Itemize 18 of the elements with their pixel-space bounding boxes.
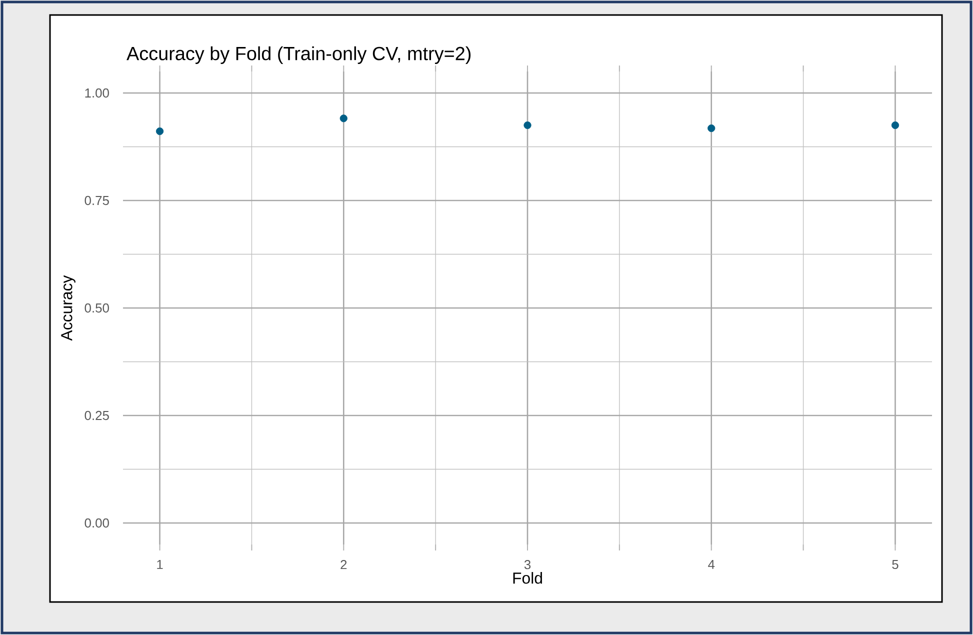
x-tick-label: 5 bbox=[892, 560, 898, 570]
x-tick-label: 2 bbox=[340, 560, 347, 570]
y-tick-label: 0.25 bbox=[84, 410, 109, 420]
chart-title: Accuracy by Fold (Train-only CV, mtry=2) bbox=[126, 46, 471, 64]
x-tick-label: 1 bbox=[157, 560, 163, 569]
y-tick-label: 0.00 bbox=[84, 518, 109, 528]
x-axis-title: Fold bbox=[513, 572, 542, 584]
point bbox=[340, 114, 348, 122]
point bbox=[524, 121, 532, 130]
x-tick-label: 3 bbox=[524, 560, 531, 570]
y-tick-label: 0.50 bbox=[84, 303, 109, 313]
y-tick-label: 1.00 bbox=[85, 88, 109, 98]
point bbox=[708, 124, 716, 132]
point bbox=[156, 127, 164, 136]
y-axis-title: Accuracy bbox=[61, 275, 76, 341]
x-tick-label: 4 bbox=[708, 560, 715, 569]
point bbox=[891, 121, 900, 130]
y-tick-label: 0.75 bbox=[84, 196, 109, 206]
